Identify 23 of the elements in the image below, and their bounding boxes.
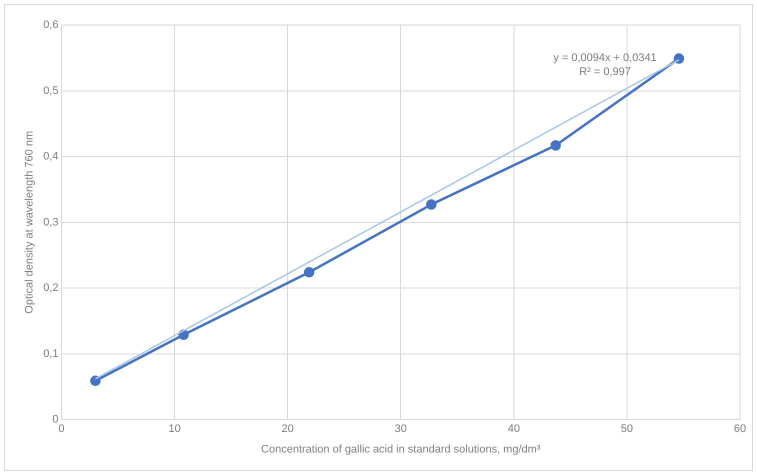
y-tick-label: 0,3 xyxy=(43,216,58,228)
x-axis-title: Concentration of gallic acid in standard solutions, mg/dm³ xyxy=(261,443,541,456)
x-tick-label: 40 xyxy=(508,423,520,436)
point xyxy=(426,199,437,210)
point xyxy=(178,330,189,340)
y-tick-label: 0 xyxy=(52,414,58,426)
y-axis-title: Optical density at wavelength 760 nm xyxy=(24,130,36,314)
x-tick-label: 10 xyxy=(168,423,181,436)
point xyxy=(304,267,314,278)
x-tick-label: 60 xyxy=(734,423,746,436)
x-tick-label: 50 xyxy=(620,423,634,436)
y-tick-label: 0,6 xyxy=(43,19,58,32)
y-tick-label: 0,4 xyxy=(43,150,58,163)
annotation: R² = 0,997 xyxy=(579,66,631,78)
point xyxy=(550,140,561,151)
y-tick-label: 0,1 xyxy=(43,348,58,360)
point xyxy=(674,53,684,64)
annotation: y = 0,0094x + 0,0341 xyxy=(553,52,657,64)
y-tick-label: 0,5 xyxy=(43,84,58,97)
x-tick-label: 20 xyxy=(282,423,294,436)
x-tick-label: 30 xyxy=(394,423,407,436)
y-tick-label: 0,2 xyxy=(43,282,58,294)
point xyxy=(90,376,101,386)
